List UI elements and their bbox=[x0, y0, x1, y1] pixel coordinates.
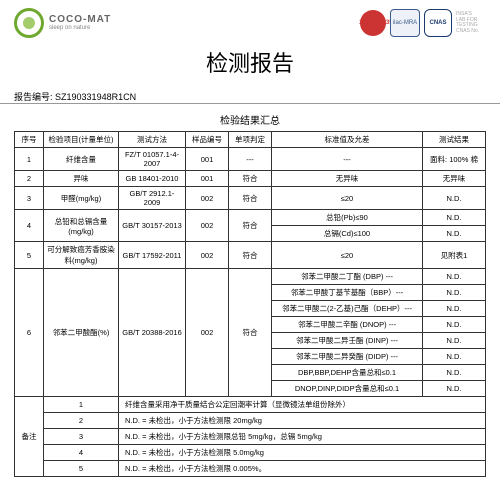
col-judge: 单项判定 bbox=[229, 132, 272, 148]
cell-item: 可分解致癌芳香胺染料(mg/kg) bbox=[44, 242, 119, 269]
cell-limit: ≤20 bbox=[272, 187, 423, 210]
cell-limit: 总镉(Cd)≤100 bbox=[272, 226, 423, 242]
col-limit: 标准值及允差 bbox=[272, 132, 423, 148]
cell-result: N.D. bbox=[423, 381, 486, 397]
cell-judge: 符合 bbox=[229, 242, 272, 269]
cnas-seal-icon: CNAS bbox=[424, 9, 452, 37]
col-result: 测试结果 bbox=[423, 132, 486, 148]
brand-tag: sleep on nature bbox=[49, 25, 111, 31]
header: COCO-MAT sleep on nature MA201718003540 … bbox=[0, 0, 500, 40]
cell-sample: 002 bbox=[186, 269, 229, 397]
cell-judge: --- bbox=[229, 148, 272, 171]
results-table: 序号检验项目(计量单位)测试方法样品编号单项判定标准值及允差测试结果 1纤维含量… bbox=[14, 131, 486, 477]
cell-limit: --- bbox=[272, 148, 423, 171]
cell-result: N.D. bbox=[423, 210, 486, 226]
cell-limit: 邻苯二甲酸二异癸酯 (DIDP) --- bbox=[272, 349, 423, 365]
cell-limit: 邻苯二甲酸二辛酯 (DNOP) --- bbox=[272, 317, 423, 333]
cell-sample: 001 bbox=[186, 148, 229, 171]
col-item: 检验项目(计量单位) bbox=[44, 132, 119, 148]
cell-limit: 邻苯二甲酸丁基苄基酯（BBP）--- bbox=[272, 285, 423, 301]
cell-sample: 001 bbox=[186, 171, 229, 187]
cell-sample: 002 bbox=[186, 187, 229, 210]
cert-text: INSA'SLAB FORTESTINGCNAS No. bbox=[456, 12, 486, 34]
notes-label: 备注 bbox=[15, 397, 44, 477]
note-text: N.D. = 未检出，小于方法检测限 5.0mg/kg bbox=[119, 445, 486, 461]
note-idx: 3 bbox=[44, 429, 119, 445]
cell-method: FZ/T 01057.1-4-2007 bbox=[119, 148, 186, 171]
cell-seq: 1 bbox=[15, 148, 44, 171]
note-idx: 1 bbox=[44, 397, 119, 413]
cell-result: N.D. bbox=[423, 301, 486, 317]
cell-sample: 002 bbox=[186, 210, 229, 242]
cert-seals: MA201718003540 ilac-MRA CNAS INSA'SLAB F… bbox=[360, 9, 486, 37]
note-text: 纤维含量采用净干质量结合公定回潮率计算（显微镜法单组份除外） bbox=[119, 397, 486, 413]
cell-method: GB/T 30157-2013 bbox=[119, 210, 186, 242]
cell-seq: 5 bbox=[15, 242, 44, 269]
cell-result: N.D. bbox=[423, 269, 486, 285]
cell-judge: 符合 bbox=[229, 269, 272, 397]
cell-limit: 邻苯二甲酸二异壬酯 (DINP) --- bbox=[272, 333, 423, 349]
col-seq: 序号 bbox=[15, 132, 44, 148]
cell-item: 甲醛(mg/kg) bbox=[44, 187, 119, 210]
cell-result: 见附表1 bbox=[423, 242, 486, 269]
cell-seq: 4 bbox=[15, 210, 44, 242]
col-sample: 样品编号 bbox=[186, 132, 229, 148]
logo-ring-icon bbox=[14, 8, 44, 38]
note-idx: 4 bbox=[44, 445, 119, 461]
brand-name: COCO-MAT bbox=[49, 15, 111, 25]
report-code: 报告编号: SZ190331948R1CN bbox=[0, 90, 500, 104]
cell-item: 邻苯二甲酸酯(%) bbox=[44, 269, 119, 397]
cell-limit: DNOP,DINP,DIDP含量总和≤0.1 bbox=[272, 381, 423, 397]
cell-method: GB/T 20388-2016 bbox=[119, 269, 186, 397]
cell-result: N.D. bbox=[423, 285, 486, 301]
cell-result: N.D. bbox=[423, 187, 486, 210]
cell-result: N.D. bbox=[423, 317, 486, 333]
cell-limit: ≤20 bbox=[272, 242, 423, 269]
cell-result: N.D. bbox=[423, 349, 486, 365]
cell-limit: 无异味 bbox=[272, 171, 423, 187]
brand-logo: COCO-MAT sleep on nature bbox=[14, 8, 111, 38]
note-idx: 5 bbox=[44, 461, 119, 477]
col-method: 测试方法 bbox=[119, 132, 186, 148]
cell-limit: 总铅(Pb)≤90 bbox=[272, 210, 423, 226]
cell-judge: 符合 bbox=[229, 187, 272, 210]
cell-seq: 2 bbox=[15, 171, 44, 187]
cell-result: 无异味 bbox=[423, 171, 486, 187]
cell-seq: 6 bbox=[15, 269, 44, 397]
cell-judge: 符合 bbox=[229, 171, 272, 187]
cell-result: N.D. bbox=[423, 365, 486, 381]
cell-result: N.D. bbox=[423, 333, 486, 349]
cell-item: 异味 bbox=[44, 171, 119, 187]
note-text: N.D. = 未检出，小于方法检测限 20mg/kg bbox=[119, 413, 486, 429]
cell-limit: 邻苯二甲酸二丁酯 (DBP) --- bbox=[272, 269, 423, 285]
note-text: N.D. = 未检出，小于方法检测限总铅 5mg/kg，总镉 5mg/kg bbox=[119, 429, 486, 445]
cell-limit: 邻苯二甲酸二(2-乙基)己酯（DEHP）--- bbox=[272, 301, 423, 317]
note-text: N.D. = 未检出，小于方法检测限 0.005%。 bbox=[119, 461, 486, 477]
cell-method: GB 18401-2010 bbox=[119, 171, 186, 187]
cell-result: 面料: 100% 棉 bbox=[423, 148, 486, 171]
note-idx: 2 bbox=[44, 413, 119, 429]
cell-method: GB/T 17592-2011 bbox=[119, 242, 186, 269]
cell-judge: 符合 bbox=[229, 210, 272, 242]
cell-sample: 002 bbox=[186, 242, 229, 269]
table-subtitle: 检验结果汇总 bbox=[0, 112, 500, 127]
ilac-seal-icon: ilac-MRA bbox=[390, 9, 420, 37]
cell-item: 纤维含量 bbox=[44, 148, 119, 171]
cell-item: 总铅和总镉含量(mg/kg) bbox=[44, 210, 119, 242]
cell-method: GB/T 2912.1-2009 bbox=[119, 187, 186, 210]
cell-result: N.D. bbox=[423, 226, 486, 242]
cell-seq: 3 bbox=[15, 187, 44, 210]
cell-limit: DBP,BBP,DEHP含量总和≤0.1 bbox=[272, 365, 423, 381]
page-title: 检测报告 bbox=[0, 46, 500, 78]
cma-seal-icon: MA201718003540 bbox=[360, 10, 386, 36]
